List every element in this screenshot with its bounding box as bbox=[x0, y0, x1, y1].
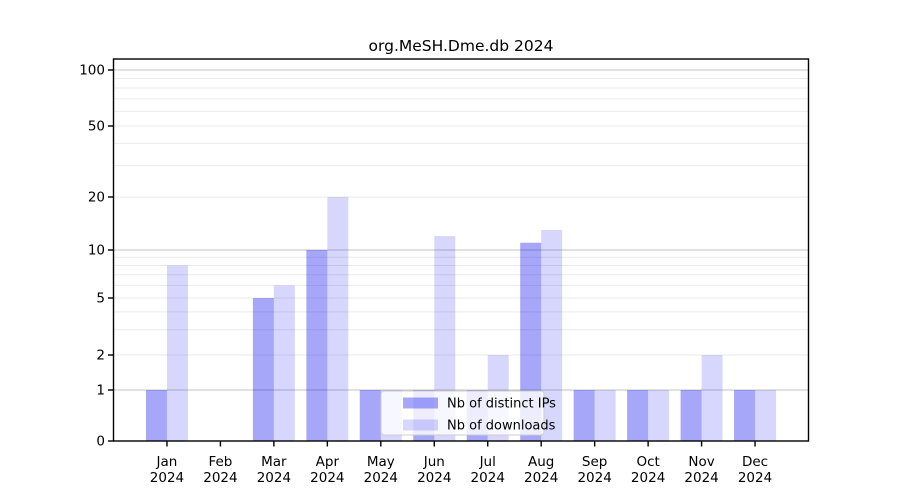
month-line: Dec bbox=[742, 454, 768, 470]
y-tick-label-1: 1 bbox=[96, 383, 105, 399]
y-tick-label-50: 50 bbox=[88, 119, 105, 135]
bar-nb-of-distinct-ips-dec-2024 bbox=[734, 390, 756, 441]
legend-swatch-nb-of-distinct-ips bbox=[403, 397, 438, 409]
bar-nb-of-distinct-ips-nov-2024 bbox=[680, 390, 702, 441]
bar-nb-of-downloads-nov-2024 bbox=[701, 355, 723, 441]
x-tick-label-mar-2024: Mar 2024 bbox=[257, 454, 291, 486]
bar-nb-of-downloads-sep-2024 bbox=[594, 390, 616, 441]
year-line: 2024 bbox=[471, 470, 505, 486]
year-line: 2024 bbox=[150, 470, 184, 486]
month-line: Nov bbox=[688, 454, 714, 470]
x-tick-label-jul-2024: Jul 2024 bbox=[471, 454, 505, 486]
y-tick-label-20: 20 bbox=[88, 190, 105, 206]
legend-swatch-nb-of-downloads bbox=[403, 419, 438, 431]
year-line: 2024 bbox=[577, 470, 611, 486]
month-line: Aug bbox=[528, 454, 554, 470]
bar-nb-of-downloads-dec-2024 bbox=[755, 390, 777, 441]
year-line: 2024 bbox=[203, 470, 237, 486]
year-line: 2024 bbox=[631, 470, 665, 486]
legend: Nb of distinct IPs Nb of downloads bbox=[380, 390, 556, 436]
month-line: Oct bbox=[636, 454, 659, 470]
bar-nb-of-distinct-ips-oct-2024 bbox=[627, 390, 649, 441]
y-tick-label-100: 100 bbox=[79, 63, 105, 79]
y-tick-label-2: 2 bbox=[96, 348, 105, 364]
bar-nb-of-distinct-ips-jan-2024 bbox=[145, 390, 167, 441]
month-line: Sep bbox=[582, 454, 607, 470]
chart-title: org.MeSH.Dme.db 2024 bbox=[369, 37, 554, 55]
y-tick-label-5: 5 bbox=[96, 291, 105, 307]
year-line: 2024 bbox=[684, 470, 718, 486]
month-line: Jul bbox=[479, 454, 496, 470]
bar-nb-of-distinct-ips-apr-2024 bbox=[306, 250, 328, 441]
month-line: Apr bbox=[316, 454, 340, 470]
year-line: 2024 bbox=[257, 470, 291, 486]
year-line: 2024 bbox=[524, 470, 558, 486]
y-tick-label-0: 0 bbox=[96, 434, 105, 450]
legend-label-nb-of-downloads: Nb of downloads bbox=[447, 419, 556, 434]
bar-nb-of-downloads-aug-2024 bbox=[541, 229, 563, 441]
year-line: 2024 bbox=[310, 470, 344, 486]
bar-nb-of-downloads-oct-2024 bbox=[648, 390, 670, 441]
bar-nb-of-downloads-mar-2024 bbox=[273, 285, 295, 441]
x-tick-label-dec-2024: Dec 2024 bbox=[738, 454, 772, 486]
x-tick-label-jun-2024: Jun 2024 bbox=[417, 454, 451, 486]
bar-nb-of-downloads-jun-2024 bbox=[434, 236, 456, 441]
x-tick-label-oct-2024: Oct 2024 bbox=[631, 454, 665, 486]
bar-nb-of-downloads-apr-2024 bbox=[327, 197, 349, 441]
x-tick-label-feb-2024: Feb 2024 bbox=[203, 454, 237, 486]
x-tick-label-sep-2024: Sep 2024 bbox=[577, 454, 611, 486]
x-tick-label-may-2024: May 2024 bbox=[364, 454, 398, 486]
y-tick-label-10: 10 bbox=[88, 243, 105, 259]
legend-box bbox=[380, 390, 545, 436]
bar-nb-of-distinct-ips-may-2024 bbox=[359, 390, 381, 441]
x-tick-label-nov-2024: Nov 2024 bbox=[684, 454, 718, 486]
month-line: Jan bbox=[156, 454, 178, 470]
year-line: 2024 bbox=[417, 470, 451, 486]
x-tick-label-apr-2024: Apr 2024 bbox=[310, 454, 344, 486]
year-line: 2024 bbox=[738, 470, 772, 486]
bar-nb-of-distinct-ips-mar-2024 bbox=[252, 298, 274, 441]
year-line: 2024 bbox=[364, 470, 398, 486]
bar-nb-of-distinct-ips-sep-2024 bbox=[573, 390, 595, 441]
month-line: Mar bbox=[261, 454, 287, 470]
x-tick-label-aug-2024: Aug 2024 bbox=[524, 454, 558, 486]
x-tick-label-jan-2024: Jan 2024 bbox=[150, 454, 184, 486]
month-line: Feb bbox=[208, 454, 232, 470]
month-line: May bbox=[367, 454, 395, 470]
month-line: Jun bbox=[423, 454, 445, 470]
bar-nb-of-downloads-jan-2024 bbox=[166, 265, 188, 441]
legend-label-nb-of-distinct-ips: Nb of distinct IPs bbox=[447, 397, 556, 412]
